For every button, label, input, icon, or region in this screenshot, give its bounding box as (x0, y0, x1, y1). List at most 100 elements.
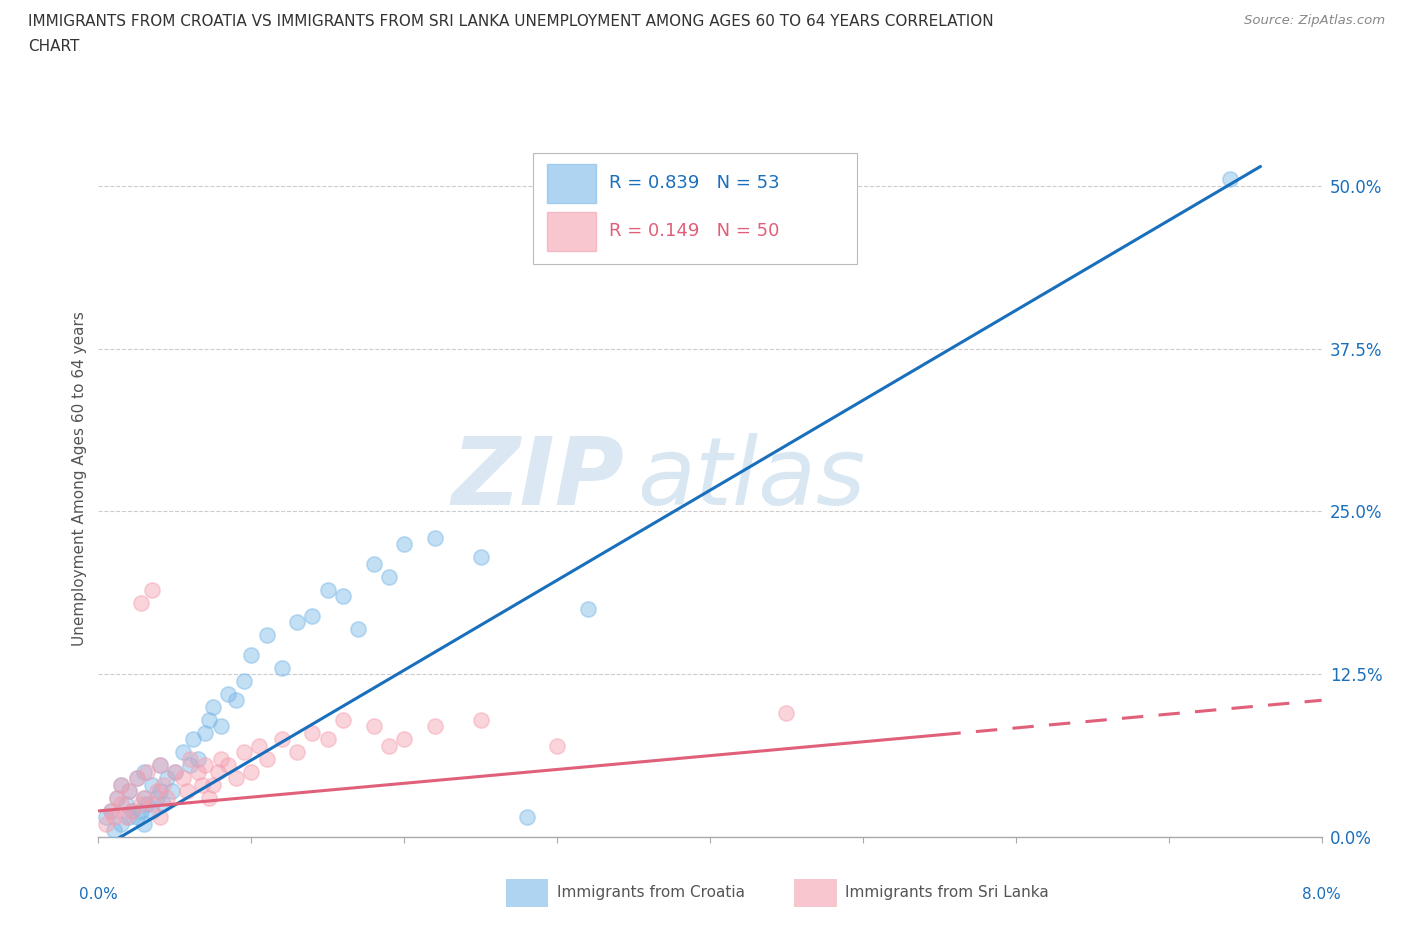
Point (256, 751, 278, 766)
Point (100, 804, 122, 818)
Text: CHART: CHART (28, 39, 80, 54)
Point (176, 784, 198, 799)
Point (423, 530, 446, 545)
Point (125, 810, 148, 825)
Point (121, 804, 143, 818)
Text: Source: ZipAtlas.com: Source: ZipAtlas.com (1244, 14, 1385, 27)
Point (363, 556, 385, 571)
Point (172, 771, 194, 786)
Point (378, 569, 401, 584)
Point (392, 537, 416, 551)
Point (149, 758, 172, 773)
Point (103, 810, 125, 825)
Point (202, 777, 225, 792)
Point (347, 621, 370, 636)
Point (301, 608, 323, 623)
Point (378, 738, 401, 753)
Point (181, 732, 204, 747)
Point (115, 797, 138, 812)
Point (118, 784, 141, 799)
Point (217, 758, 239, 773)
Text: ZIP: ZIP (451, 433, 624, 525)
Point (256, 628, 278, 643)
Point (187, 764, 209, 779)
Point (149, 784, 172, 799)
Point (129, 595, 152, 610)
Point (141, 582, 163, 597)
Point (232, 673, 254, 688)
Point (118, 784, 141, 799)
Point (110, 797, 132, 812)
Point (187, 751, 209, 766)
Point (163, 764, 186, 779)
Point (470, 550, 492, 565)
Point (125, 771, 148, 786)
Text: R = 0.149   N = 50: R = 0.149 N = 50 (609, 222, 779, 240)
Point (316, 582, 339, 597)
Point (145, 790, 167, 805)
Point (179, 758, 201, 773)
Point (160, 784, 183, 799)
Point (136, 764, 159, 779)
Point (152, 777, 174, 792)
Point (134, 790, 156, 805)
Point (270, 732, 294, 747)
Point (129, 797, 152, 812)
Point (1219, 172, 1241, 187)
Point (301, 725, 323, 740)
Point (141, 797, 163, 812)
Point (94, 810, 117, 825)
Point (136, 797, 159, 812)
Point (775, 706, 797, 721)
Point (202, 699, 225, 714)
Point (156, 790, 179, 805)
Bar (547, 164, 596, 204)
Text: Immigrants from Sri Lanka: Immigrants from Sri Lanka (845, 885, 1049, 900)
Text: 0.0%: 0.0% (79, 887, 118, 902)
Point (191, 777, 214, 792)
Point (470, 712, 492, 727)
Point (125, 771, 148, 786)
Point (332, 712, 354, 727)
Point (332, 589, 354, 604)
Point (392, 732, 416, 747)
Point (209, 719, 232, 734)
Point (225, 771, 247, 786)
Point (105, 790, 128, 805)
Point (145, 784, 167, 799)
Point (121, 804, 143, 818)
Point (546, 738, 568, 753)
Point (105, 790, 128, 805)
Point (156, 771, 179, 786)
Point (207, 764, 229, 779)
Point (232, 745, 254, 760)
Point (285, 745, 308, 760)
Point (141, 804, 163, 818)
Point (134, 790, 156, 805)
Point (179, 751, 201, 766)
Point (363, 719, 385, 734)
Point (110, 777, 132, 792)
Point (316, 732, 339, 747)
Point (240, 764, 263, 779)
Y-axis label: Unemployment Among Ages 60 to 64 years: Unemployment Among Ages 60 to 64 years (72, 312, 87, 646)
Point (152, 797, 174, 812)
Point (172, 745, 194, 760)
Point (100, 804, 122, 818)
Text: IMMIGRANTS FROM CROATIA VS IMMIGRANTS FROM SRI LANKA UNEMPLOYMENT AMONG AGES 60 : IMMIGRANTS FROM CROATIA VS IMMIGRANTS FR… (28, 14, 994, 29)
Point (129, 804, 152, 818)
Point (285, 615, 308, 630)
Point (247, 738, 270, 753)
Point (194, 725, 217, 740)
Point (149, 758, 172, 773)
Text: 8.0%: 8.0% (1302, 887, 1341, 902)
Point (103, 823, 125, 838)
Point (515, 810, 537, 825)
Point (115, 810, 138, 825)
Point (225, 693, 247, 708)
Point (149, 810, 172, 825)
Point (134, 817, 156, 831)
Point (141, 777, 163, 792)
Point (209, 751, 232, 766)
Point (94, 817, 117, 831)
